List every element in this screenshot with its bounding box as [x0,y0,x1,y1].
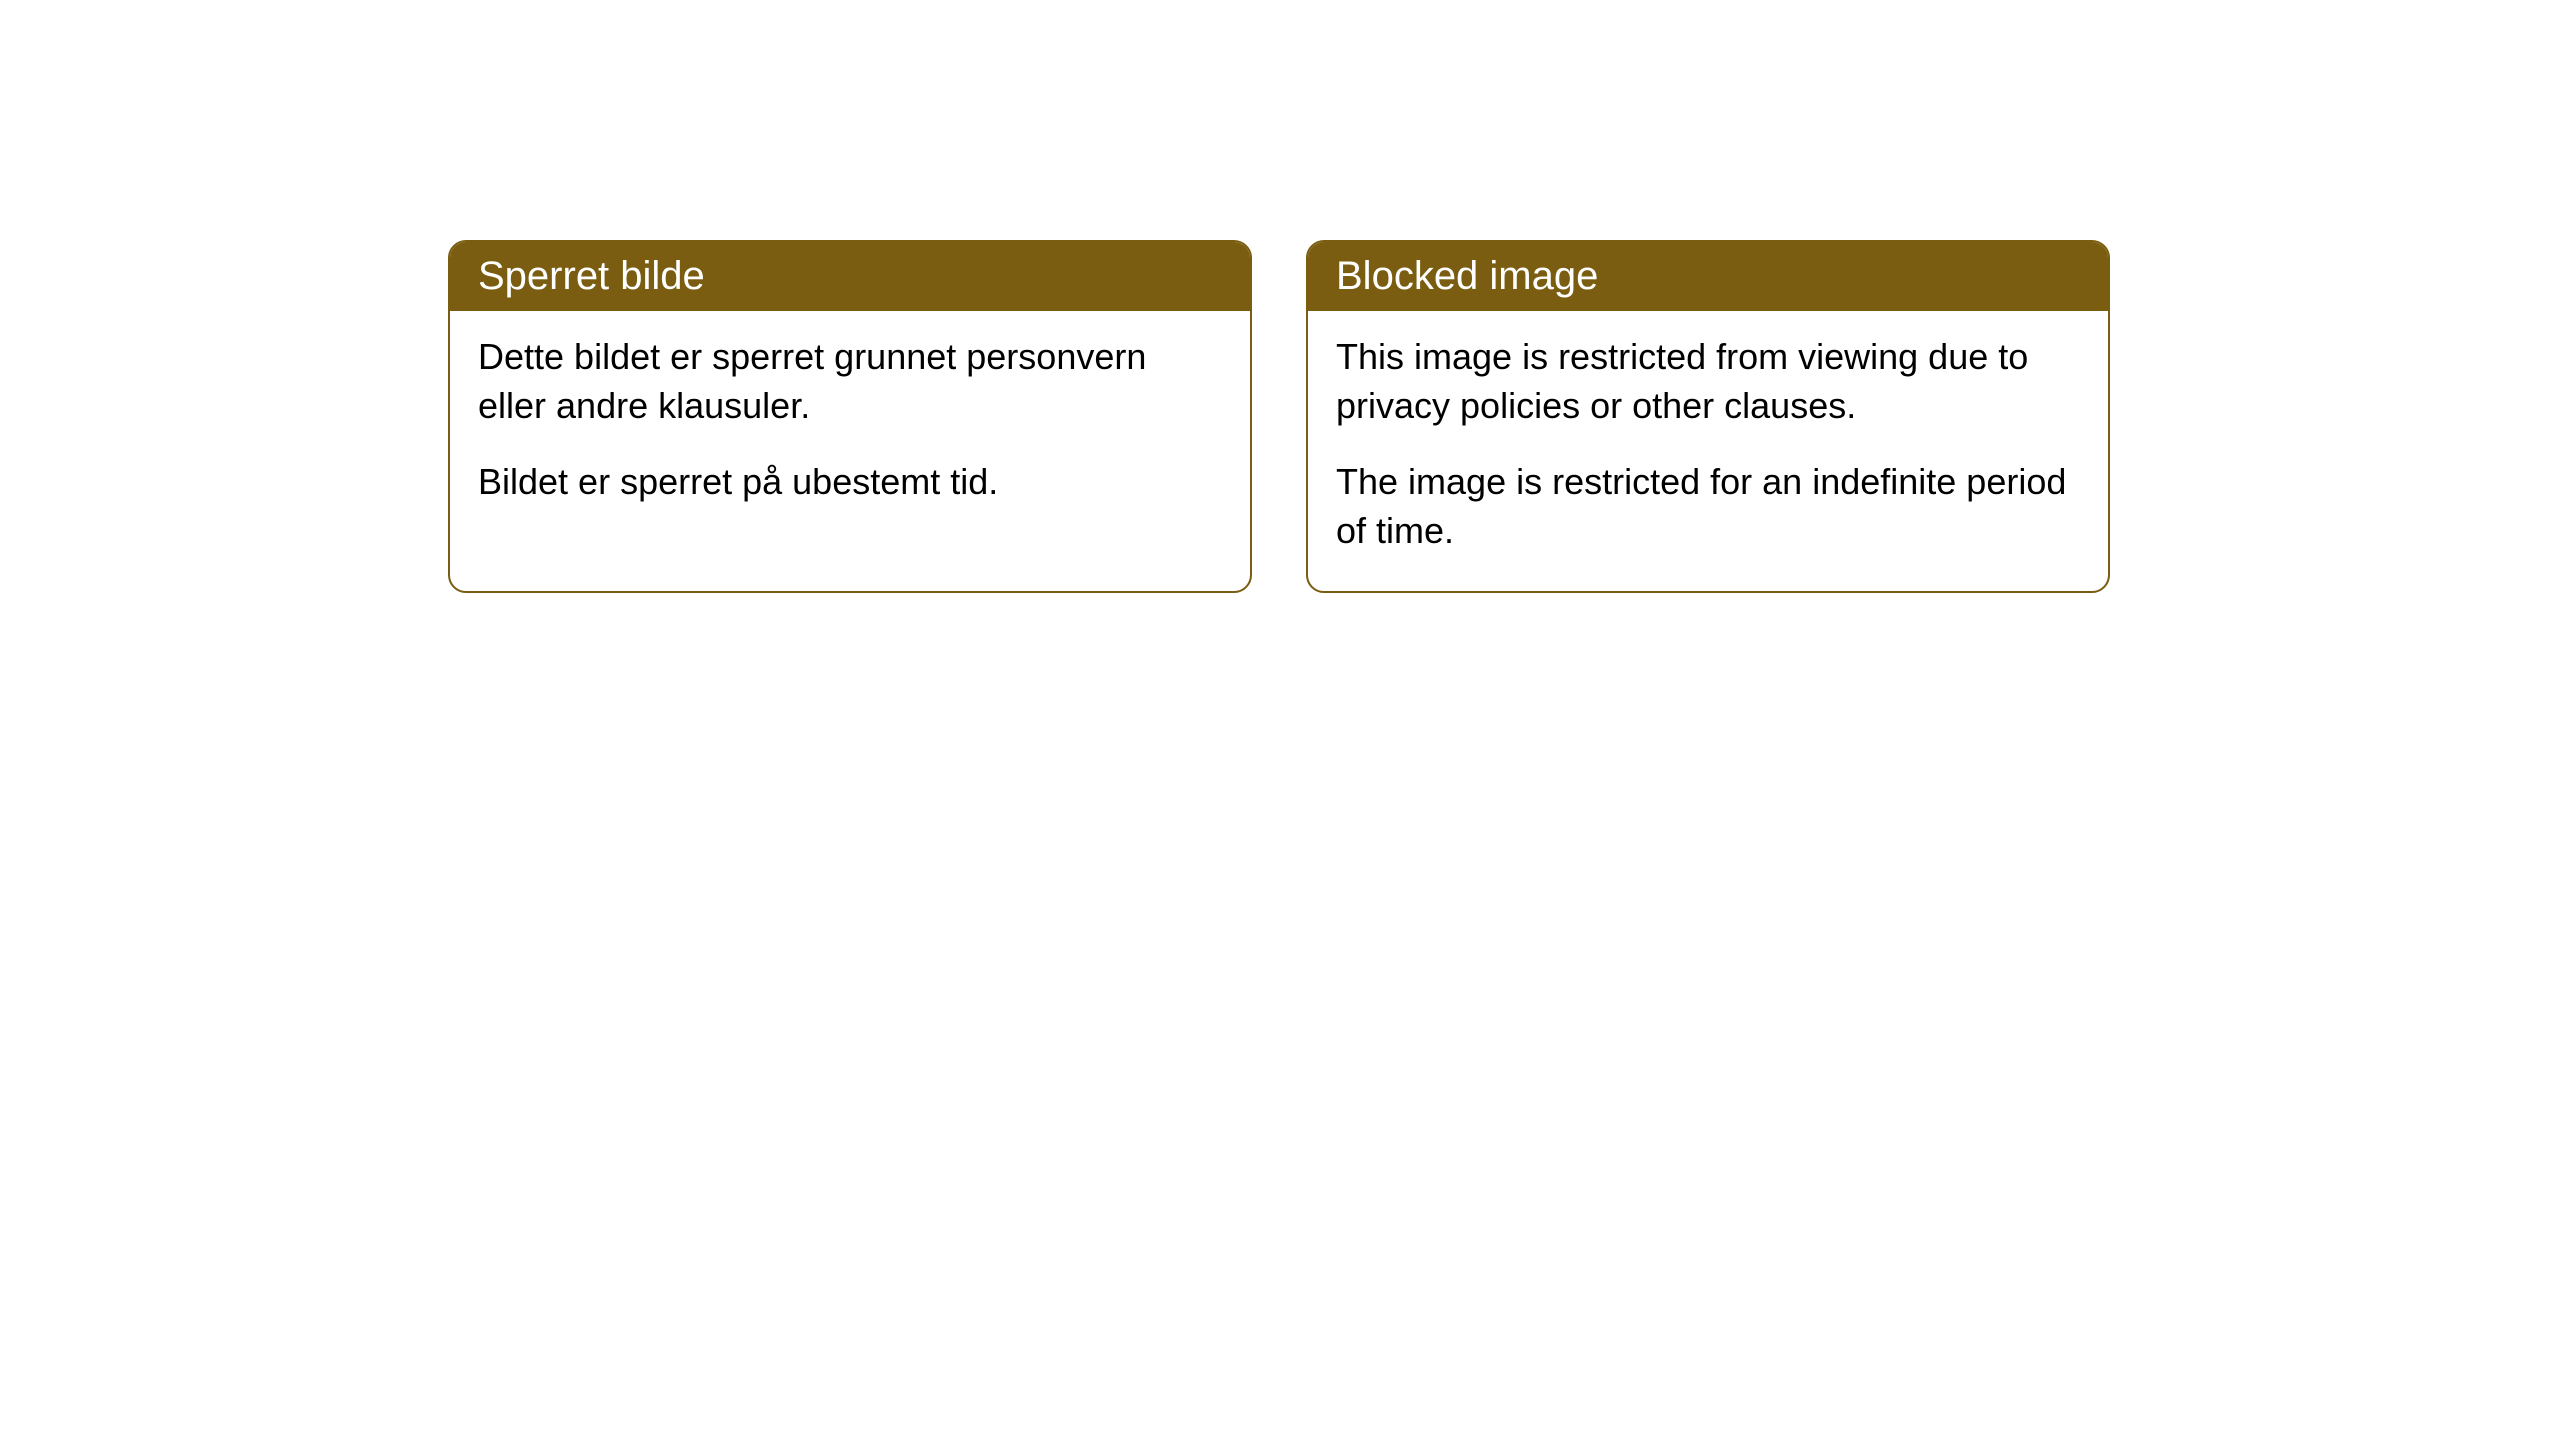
blocked-image-card-norwegian: Sperret bilde Dette bildet er sperret gr… [448,240,1252,593]
card-body-english: This image is restricted from viewing du… [1308,311,2108,591]
blocked-image-card-english: Blocked image This image is restricted f… [1306,240,2110,593]
notice-text-norwegian-2: Bildet er sperret på ubestemt tid. [478,458,1222,507]
card-header-norwegian: Sperret bilde [450,242,1250,311]
notice-text-english-1: This image is restricted from viewing du… [1336,333,2080,430]
notice-text-english-2: The image is restricted for an indefinit… [1336,458,2080,555]
card-body-norwegian: Dette bildet er sperret grunnet personve… [450,311,1250,543]
card-header-english: Blocked image [1308,242,2108,311]
notice-container: Sperret bilde Dette bildet er sperret gr… [448,240,2110,593]
notice-text-norwegian-1: Dette bildet er sperret grunnet personve… [478,333,1222,430]
